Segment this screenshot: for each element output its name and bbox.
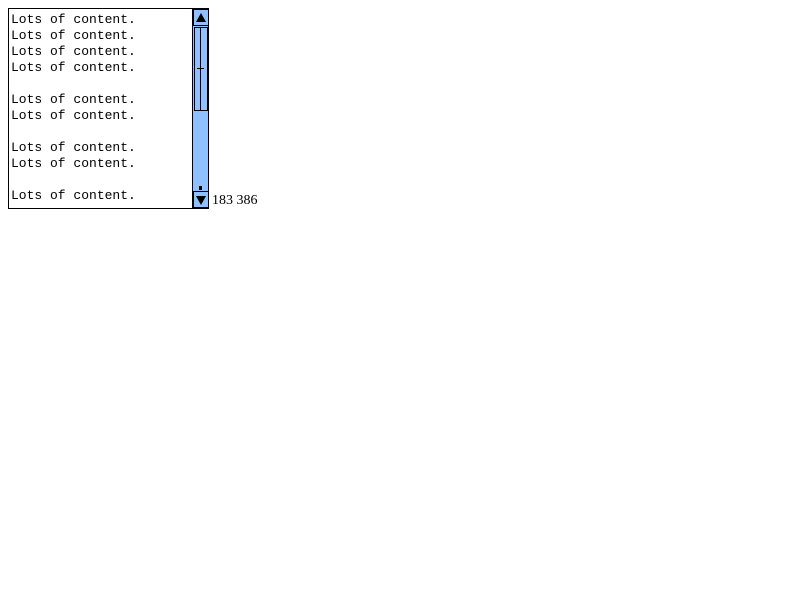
scrollbar-thumb[interactable] bbox=[194, 27, 208, 111]
arrow-up-icon bbox=[196, 13, 206, 22]
text-line: Lots of content. bbox=[11, 44, 136, 59]
text-line bbox=[11, 172, 191, 188]
scroll-readout: 183 386 bbox=[212, 193, 258, 208]
scrollable-textarea[interactable]: Lots of content. Lots of content. Lots o… bbox=[8, 8, 209, 209]
arrow-down-icon bbox=[196, 196, 206, 205]
text-line bbox=[11, 124, 191, 140]
vertical-scrollbar[interactable] bbox=[192, 9, 208, 208]
text-line: Lots of content. bbox=[11, 92, 136, 107]
scroll-down-button[interactable] bbox=[193, 191, 208, 208]
text-line: Lots of content. bbox=[11, 140, 136, 155]
text-line: Lots of content. bbox=[11, 156, 136, 171]
thumb-grip-icon bbox=[197, 68, 204, 69]
text-line: Lots of content. bbox=[11, 28, 136, 43]
text-line: Lots of content. bbox=[11, 188, 136, 203]
text-line: Lots of content. bbox=[11, 108, 136, 123]
track-marker bbox=[199, 186, 202, 190]
text-line bbox=[11, 76, 191, 92]
thumb-center-line bbox=[200, 28, 201, 110]
textarea-content[interactable]: Lots of content. Lots of content. Lots o… bbox=[11, 12, 191, 206]
scroll-up-button[interactable] bbox=[193, 9, 208, 26]
text-line: Lots of content. bbox=[11, 60, 136, 75]
text-line: Lots of content. bbox=[11, 12, 136, 27]
